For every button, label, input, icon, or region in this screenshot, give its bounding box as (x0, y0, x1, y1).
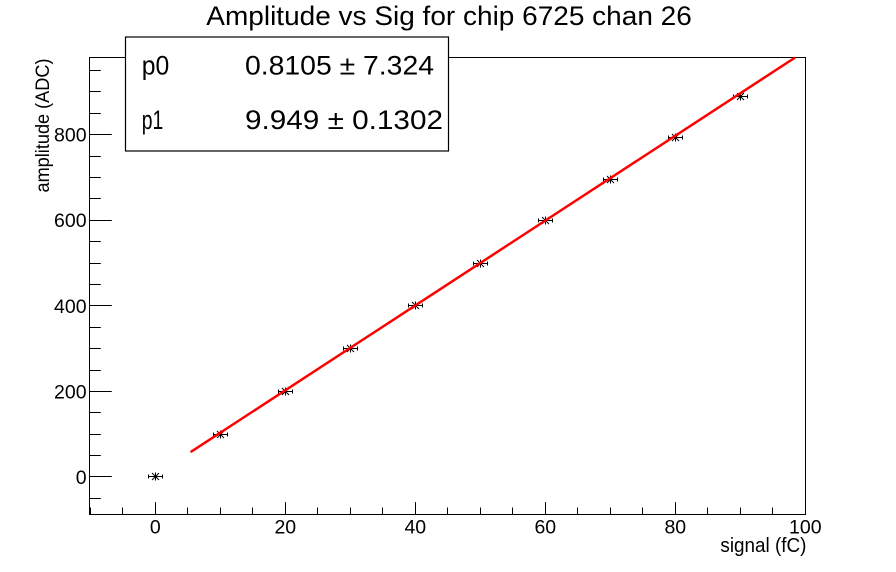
svg-text:40: 40 (404, 516, 426, 538)
svg-text:100: 100 (789, 516, 822, 538)
svg-text:0: 0 (76, 467, 87, 489)
svg-text:amplitude (ADC): amplitude (ADC) (32, 59, 54, 193)
svg-text:Amplitude vs Sig for chip 6725: Amplitude vs Sig for chip 6725 chan 26 (206, 1, 692, 31)
svg-text:600: 600 (54, 210, 87, 232)
svg-text:200: 200 (54, 381, 87, 403)
svg-text:60: 60 (534, 516, 556, 538)
svg-text:9.949 ± 0.1302: 9.949 ± 0.1302 (245, 105, 443, 135)
svg-text:0.8105 ± 7.324: 0.8105 ± 7.324 (245, 51, 434, 81)
svg-text:20: 20 (274, 516, 296, 538)
svg-text:signal (fC): signal (fC) (720, 535, 806, 557)
svg-text:400: 400 (54, 296, 87, 318)
svg-text:800: 800 (54, 125, 87, 147)
svg-text:80: 80 (664, 516, 686, 538)
svg-text:0: 0 (150, 516, 161, 538)
svg-text:p1: p1 (142, 105, 164, 135)
svg-text:p0: p0 (142, 51, 170, 81)
